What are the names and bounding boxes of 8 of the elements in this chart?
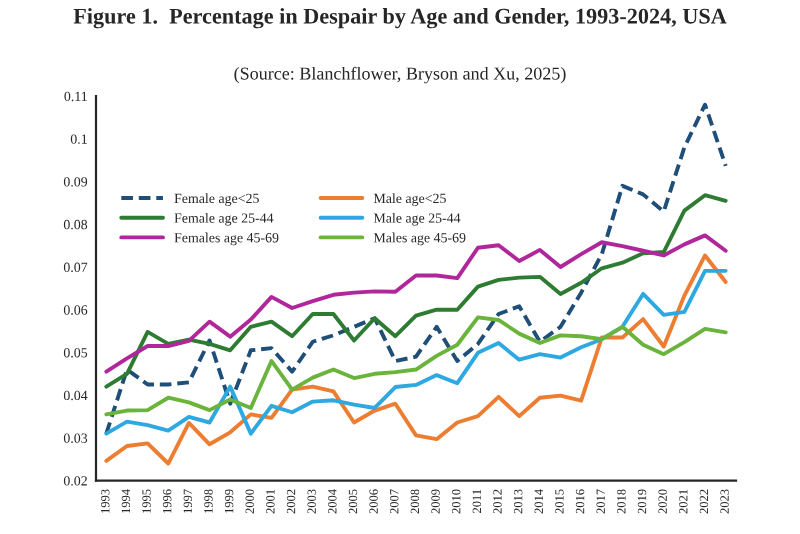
line-series <box>104 233 728 374</box>
line-series <box>104 193 728 389</box>
line-series <box>104 253 728 466</box>
line-series <box>104 315 728 417</box>
chart-subtitle: (Source: Blanchflower, Bryson and Xu, 2025) <box>234 66 566 84</box>
line-series <box>104 268 728 436</box>
line-series <box>104 102 728 436</box>
chart-title: Figure 1. Percentage in Despair by Age and Gender, 1993-2024, USA <box>73 8 727 29</box>
